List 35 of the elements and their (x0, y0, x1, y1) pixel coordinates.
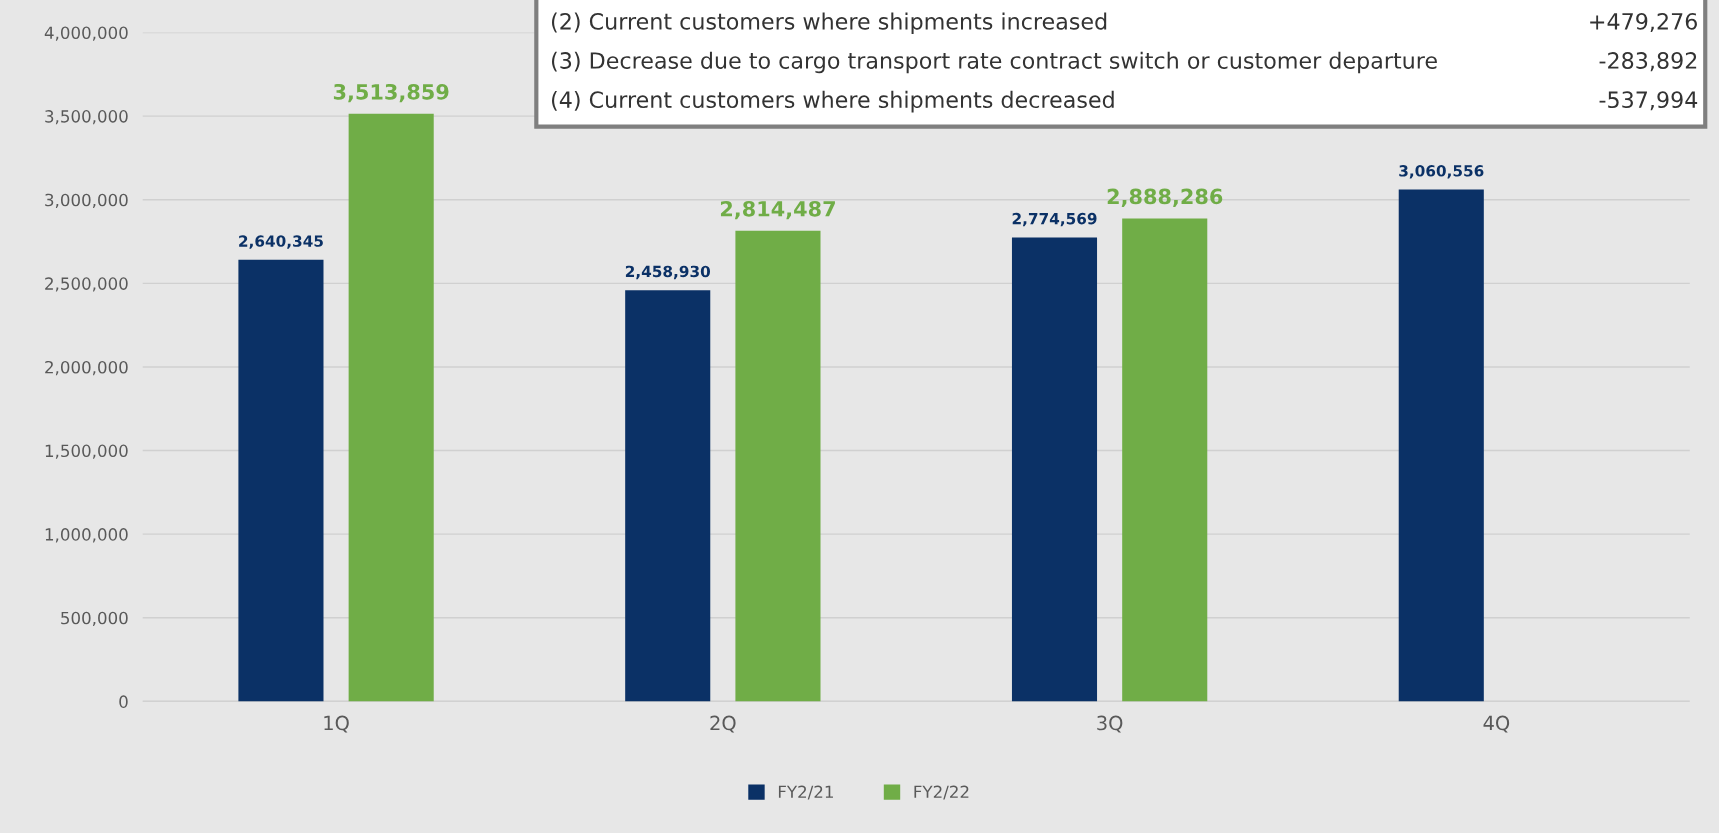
data-label: 2,640,345 (239, 235, 323, 249)
data-label: 3,060,556 (1399, 165, 1484, 179)
x-tick-label: 3Q (1097, 715, 1123, 733)
x-tick-label: 4Q (1483, 715, 1510, 733)
y-tick-label: 500,000 (61, 611, 128, 627)
y-tick-label: 1,000,000 (45, 528, 128, 543)
annotation: -283,892 (1599, 52, 1697, 72)
bar (625, 290, 711, 702)
bar (1122, 218, 1208, 702)
bar (348, 113, 434, 702)
legend-label: FY2/22 (914, 785, 969, 800)
bar (1398, 189, 1484, 702)
x-tick-label: 2Q (710, 715, 736, 733)
bar (238, 259, 324, 702)
bar (1011, 237, 1098, 702)
data-label: 2,888,286 (1107, 188, 1223, 207)
y-tick-label: 3,000,000 (45, 193, 128, 208)
y-tick-label: 4,000,000 (44, 26, 128, 41)
y-tick-label: 3,500,000 (45, 110, 128, 125)
annotation: -537,994 (1599, 91, 1698, 111)
y-tick-label: 2,500,000 (45, 277, 128, 292)
legend-label: FY2/21 (778, 785, 833, 800)
bar (735, 230, 821, 702)
y-tick-label: 0 (119, 695, 128, 708)
annotation: (3) Decrease due to cargo transport rate contract switch or customer departure (551, 51, 1437, 74)
data-label: 2,458,930 (625, 265, 710, 280)
y-tick-label: 2,000,000 (45, 360, 128, 376)
y-tick-label: 1,500,000 (45, 444, 128, 459)
x-tick-label: 1Q (324, 715, 349, 733)
data-label: 2,814,487 (720, 200, 835, 220)
data-label: 2,774,569 (1012, 212, 1097, 227)
annotation: (2) Current customers where shipments increased (551, 12, 1107, 35)
annotation: (4) Current customers where shipments decreased (551, 90, 1114, 113)
data-label: 3,513,859 (333, 83, 449, 103)
text: +479,276 (1590, 12, 1697, 33)
